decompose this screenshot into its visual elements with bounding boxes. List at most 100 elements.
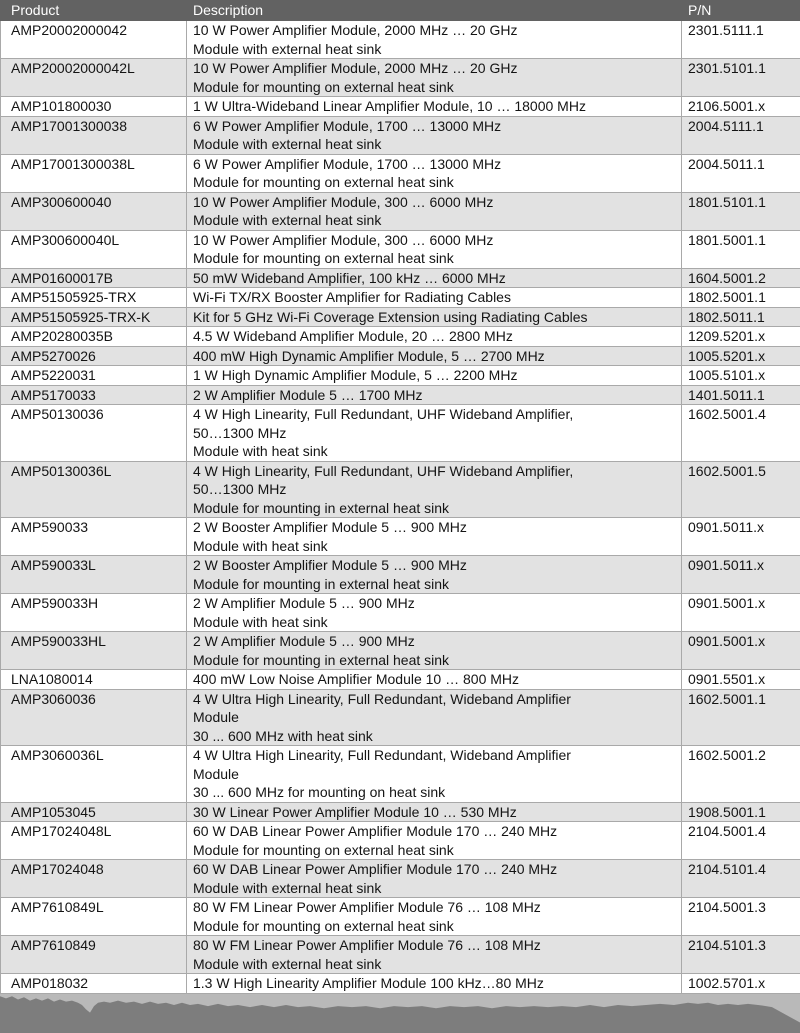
description-cell: 10 W Power Amplifier Module, 2000 MHz … …	[186, 58, 682, 97]
description-line: 30 ... 600 MHz for mounting on heat sink	[193, 784, 446, 800]
description-line: Module	[193, 709, 239, 725]
pn-cell: 1908.5001.1	[681, 801, 800, 822]
product-cell: AMP50130036L	[0, 460, 187, 518]
description-line: 4 W Ultra High Linearity, Full Redundant…	[193, 747, 571, 763]
pn-cell: 0901.5501.x	[681, 669, 800, 690]
description-cell: Wi-Fi TX/RX Booster Amplifier for Radiat…	[186, 287, 682, 308]
product-cell: AMP20002000042	[0, 20, 187, 59]
product-cell: AMP17024048	[0, 859, 187, 898]
description-cell: 2 W Amplifier Module 5 … 900 MHz Module f…	[186, 631, 682, 670]
torn-edge-shape	[0, 995, 800, 1033]
description-line: 400 mW Low Noise Amplifier Module 10 … 8…	[193, 671, 520, 687]
pn-cell: 1602.5001.2	[681, 745, 800, 803]
description-line: 4 W High Linearity, Full Redundant, UHF …	[193, 462, 574, 479]
table-row: AMP50130036 4 W High Linearity, Full Redu…	[0, 404, 800, 462]
table-row: AMP17024048L 60 W DAB Linear Power Amplif…	[0, 821, 800, 860]
pn-cell: 1602.5001.1	[681, 688, 800, 746]
pn-cell: 1602.5001.4	[681, 404, 800, 462]
description-line: 10 W Power Amplifier Module, 300 … 6000 …	[193, 193, 494, 210]
description-line: Module for mounting in external heat sin…	[193, 575, 450, 592]
description-line: 10 W Power Amplifier Module, 300 … 6000 …	[193, 231, 494, 248]
table-row: AMP3060036 4 W Ultra High Linearity, Full…	[0, 688, 800, 746]
description-line: 60 W DAB Linear Power Amplifier Module 1…	[193, 861, 558, 877]
description-line: 50 mW Wideband Amplifier, 100 kHz … 6000…	[193, 269, 506, 286]
product-cell: AMP17001300038	[0, 115, 187, 155]
torn-edge-graphic	[0, 995, 800, 1033]
description-line: Module for mounting on external heat sin…	[193, 250, 454, 266]
pn-cell: 0901.5011.x	[681, 555, 800, 594]
description-line: Module with external heat sink	[193, 40, 382, 57]
product-cell: AMP5270026	[0, 345, 187, 366]
description-cell: 6 W Power Amplifier Module, 1700 … 13000…	[186, 153, 682, 193]
col-header-description: Description	[186, 0, 682, 21]
product-cell: AMP3060036L	[0, 745, 187, 803]
description-cell: 10 W Power Amplifier Module, 300 … 6000 …	[186, 191, 682, 231]
product-cell: AMP590033H	[0, 593, 187, 632]
description-line: Wi-Fi TX/RX Booster Amplifier for Radiat…	[193, 289, 511, 305]
description-line: 1 W High Dynamic Amplifier Module, 5 … 2…	[193, 367, 518, 383]
description-line: 6 W Power Amplifier Module, 1700 … 13000…	[193, 155, 502, 172]
description-cell: 6 W Power Amplifier Module, 1700 … 13000…	[186, 115, 682, 155]
product-cell: AMP01600017B	[0, 267, 187, 288]
description-cell: 4 W Ultra High Linearity, Full Redundant…	[186, 745, 682, 803]
header-row: Product Description P/N	[0, 0, 800, 21]
description-line: 2 W Booster Amplifier Module 5 … 900 MHz	[193, 557, 467, 573]
table-row: AMP20280035B 4.5 W Wideband Amplifier Mod…	[0, 326, 800, 347]
product-cell: AMP7610849L	[0, 897, 187, 936]
product-cell: AMP7610849	[0, 935, 187, 974]
product-cell: AMP3060036	[0, 688, 187, 746]
table-row: AMP590033L 2 W Booster Amplifier Module 5…	[0, 555, 800, 594]
table-row: AMP20002000042L 10 W Power Amplifier Modu…	[0, 58, 800, 97]
description-cell: 4 W High Linearity, Full Redundant, UHF …	[186, 460, 682, 518]
description-cell: 60 W DAB Linear Power Amplifier Module 1…	[186, 859, 682, 898]
description-line: 30 W Linear Power Amplifier Module 10 … …	[193, 803, 517, 820]
description-line: 1.3 W High Linearity Amplifier Module 10…	[193, 975, 544, 991]
pn-cell: 0901.5011.x	[681, 517, 800, 556]
description-line: Module for mounting in external heat sin…	[193, 651, 450, 668]
product-cell: AMP590033	[0, 517, 187, 556]
table-row: AMP590033HL 2 W Amplifier Module 5 … 900 …	[0, 631, 800, 670]
pn-cell: 2104.5001.3	[681, 897, 800, 936]
table-row: AMP590033 2 W Booster Amplifier Module 5 …	[0, 517, 800, 556]
pn-cell: 2004.5111.1	[681, 115, 800, 155]
description-line: 2 W Booster Amplifier Module 5 … 900 MHz	[193, 519, 467, 535]
product-cell: AMP300600040	[0, 191, 187, 231]
product-cell: AMP300600040L	[0, 229, 187, 269]
description-line: Module with heat sink	[193, 613, 328, 630]
description-line: 400 mW High Dynamic Amplifier Module, 5 …	[193, 347, 545, 364]
description-line: Module for mounting on external heat sin…	[193, 841, 454, 858]
table-row: AMP51505925-TRX Wi-Fi TX/RX Booster Ampli…	[0, 287, 800, 308]
pn-cell: 2301.5101.1	[681, 58, 800, 97]
product-cell: AMP50130036	[0, 404, 187, 462]
table-row: AMP7610849L 80 W FM Linear Power Amplifie…	[0, 897, 800, 936]
table-row: AMP1053045 30 W Linear Power Amplifier Mo…	[0, 801, 800, 822]
description-line: Module with external heat sink	[193, 955, 382, 972]
product-table-body: AMP20002000042 10 W Power Amplifier Modul…	[0, 20, 800, 994]
table-row: AMP51505925-TRX-K Kit for 5 GHz Wi-Fi Cov…	[0, 306, 800, 327]
description-cell: Kit for 5 GHz Wi-Fi Coverage Extension u…	[186, 306, 682, 327]
table-row: AMP018032 1.3 W High Linearity Amplifier …	[0, 973, 800, 994]
product-cell: AMP20002000042L	[0, 58, 187, 97]
product-cell: LNA1080014	[0, 669, 187, 690]
description-cell: 2 W Booster Amplifier Module 5 … 900 MHz…	[186, 555, 682, 594]
pn-cell: 2104.5001.4	[681, 821, 800, 860]
product-table: Product Description P/N AMP20002000042 10…	[0, 0, 800, 994]
product-cell: AMP1053045	[0, 801, 187, 822]
table-row: LNA1080014 400 mW Low Noise Amplifier Mod…	[0, 669, 800, 690]
description-line: Module with external heat sink	[193, 212, 382, 228]
pn-cell: 2004.5011.1	[681, 153, 800, 193]
table-row: AMP50130036L 4 W High Linearity, Full Red…	[0, 460, 800, 518]
description-line: 60 W DAB Linear Power Amplifier Module 1…	[193, 823, 558, 839]
description-cell: 50 mW Wideband Amplifier, 100 kHz … 6000…	[186, 267, 682, 288]
description-line: 10 W Power Amplifier Module, 2000 MHz … …	[193, 22, 518, 38]
pn-cell: 2104.5101.4	[681, 859, 800, 898]
product-cell: AMP101800030	[0, 96, 187, 117]
pn-cell: 2106.5001.x	[681, 96, 800, 117]
description-line: 80 W FM Linear Power Amplifier Module 76…	[193, 899, 541, 915]
product-cell: AMP590033HL	[0, 631, 187, 670]
table-row: AMP3060036L 4 W Ultra High Linearity, Ful…	[0, 745, 800, 803]
pn-cell: 1801.5101.1	[681, 191, 800, 231]
col-header-product: Product	[0, 0, 187, 21]
table-row: AMP01600017B 50 mW Wideband Amplifier, 10…	[0, 267, 800, 288]
